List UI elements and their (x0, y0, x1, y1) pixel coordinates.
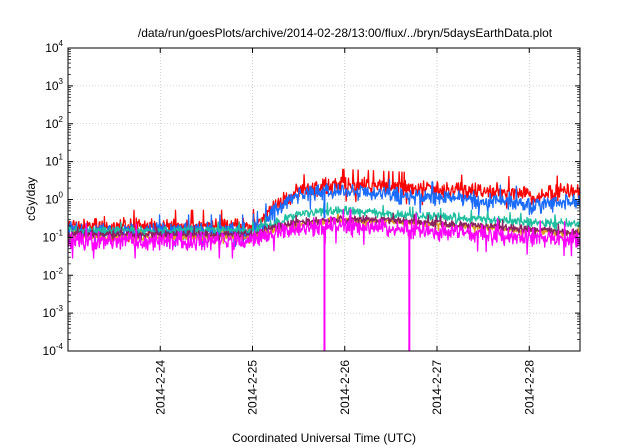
series-purple (67, 212, 581, 243)
y-tick-label-exponent: 1 (59, 153, 64, 162)
series-magenta (67, 208, 581, 259)
y-tick-label-base: 10 (45, 79, 59, 93)
y-tick-label-base: 10 (43, 306, 57, 320)
x-axis: 2014-2-24 2014-2-25 2014-2-26 2014-2-27 2014… (153, 48, 536, 415)
y-tick-label-base: 10 (45, 41, 59, 55)
y-tick-label: 100 (45, 191, 63, 207)
y-tick-label: 104 (45, 39, 63, 55)
y-tick-label: 10-3 (43, 304, 64, 320)
y-tick-label-exponent: 2 (59, 115, 64, 124)
y-tick-label-base: 10 (43, 268, 57, 282)
y-tick-label: 103 (45, 77, 63, 93)
y-tick-label-base: 10 (43, 230, 57, 244)
series-blue (67, 178, 581, 248)
y-tick-label: 10-4 (43, 342, 64, 358)
y-tick-label: 10-2 (43, 266, 64, 282)
y-tick-label-exponent: -4 (56, 342, 64, 351)
y-tick-label-exponent: 3 (59, 77, 64, 86)
x-tick-label: 2014-2-24 (153, 360, 167, 415)
y-tick-label: 101 (45, 153, 63, 169)
x-tick-label: 2014-2-26 (338, 360, 352, 415)
y-tick-label-exponent: -2 (56, 266, 64, 275)
y-tick-label-exponent: 0 (59, 191, 64, 200)
y-tick-label-exponent: -3 (56, 304, 64, 313)
y-axis-label: cGy/day (24, 177, 38, 221)
y-tick-label: 102 (45, 115, 63, 131)
y-tick-label: 10-1 (43, 228, 64, 244)
y-tick-label-base: 10 (45, 117, 59, 131)
x-tick-label: 2014-2-25 (246, 360, 260, 415)
x-tick-label: 2014-2-28 (522, 360, 536, 415)
chart-title: /data/run/goesPlots/archive/2014-02-28/1… (138, 26, 553, 40)
x-tick-label: 2014-2-27 (430, 360, 444, 415)
x-axis-label: Coordinated Universal Time (UTC) (232, 431, 416, 445)
y-tick-label-base: 10 (43, 344, 57, 358)
y-tick-label-base: 10 (45, 193, 59, 207)
series-layer (67, 168, 581, 351)
y-tick-label-base: 10 (45, 155, 59, 169)
y-tick-label-exponent: -1 (56, 228, 64, 237)
y-tick-label-exponent: 4 (59, 39, 64, 48)
